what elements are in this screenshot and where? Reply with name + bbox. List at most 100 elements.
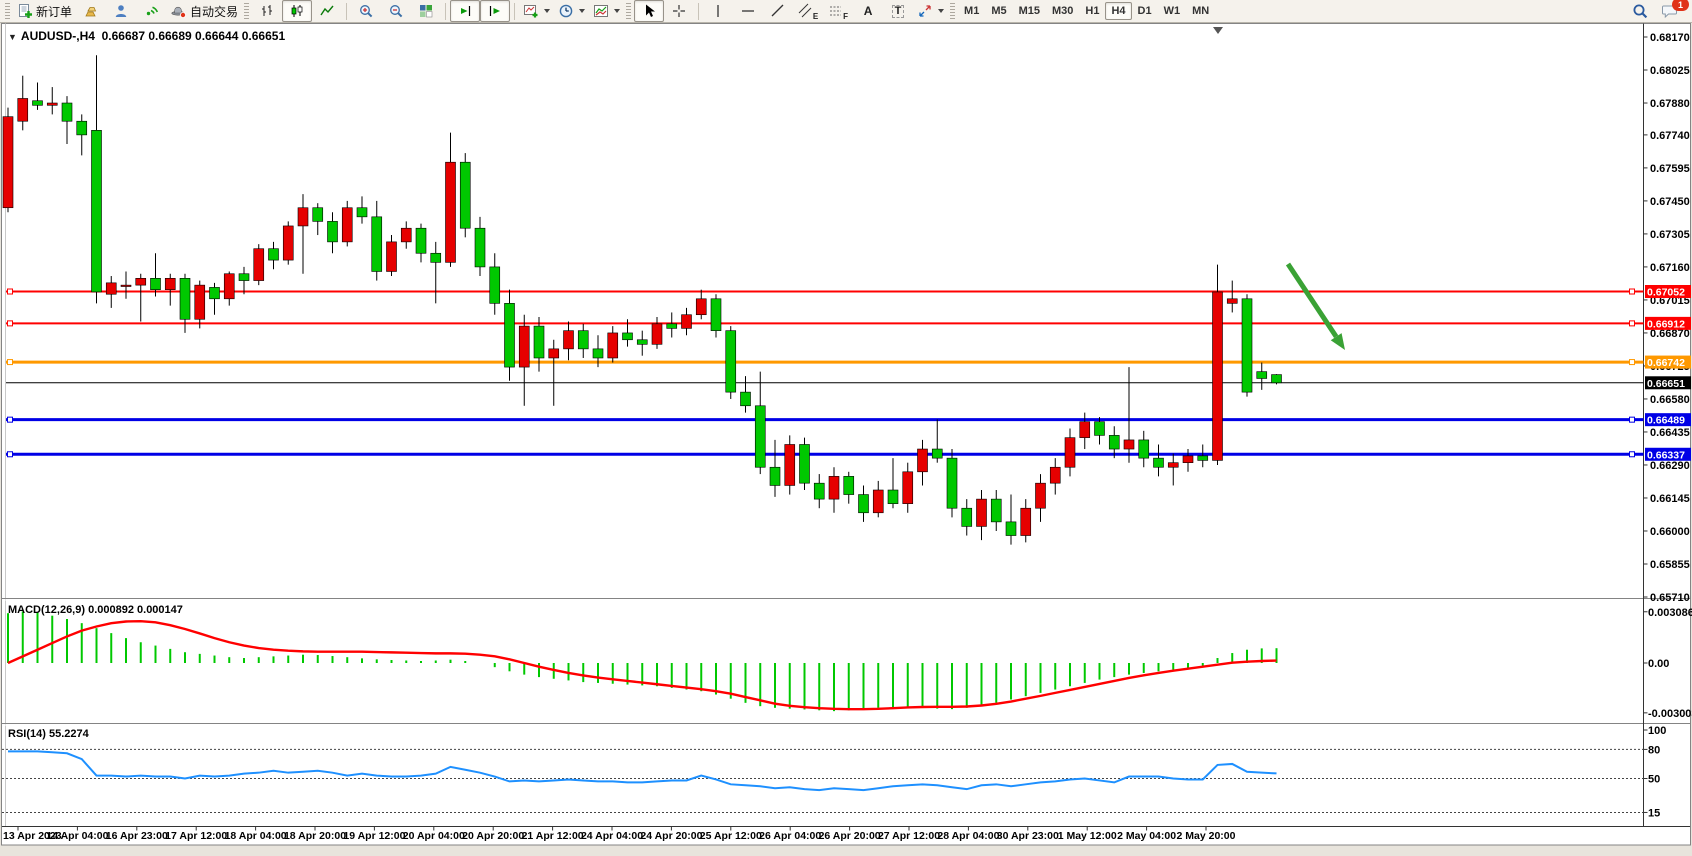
new-order-icon (19, 4, 32, 18)
hline-anchor-marker[interactable] (7, 359, 13, 366)
cursor-button[interactable] (634, 0, 665, 22)
trend-arrow-line[interactable] (1285, 262, 1339, 339)
candle-up (1020, 507, 1032, 536)
hline-anchor-marker[interactable] (1629, 320, 1635, 327)
chart-window-frame (1, 23, 1691, 846)
text-label-button[interactable]: T (883, 0, 913, 22)
time-tick-label: 28 Apr 04:00 (937, 830, 999, 842)
chart-shift-marker[interactable] (1213, 27, 1223, 34)
tf-m1-button[interactable]: M1 (964, 5, 980, 17)
indicators-button[interactable] (519, 0, 554, 22)
line-chart-button[interactable] (312, 0, 342, 22)
hline-anchor-marker[interactable] (7, 451, 13, 458)
time-tick-label: 21 Apr 12:00 (522, 830, 584, 842)
hline-anchor-marker[interactable] (1629, 416, 1635, 423)
candle-down (725, 330, 737, 393)
candle-down (91, 130, 102, 293)
search-button[interactable] (1625, 0, 1655, 22)
new-order-button[interactable]: 新订单 (13, 0, 76, 22)
templates-button[interactable] (589, 0, 624, 22)
time-tick-label: 20 Apr 04:00 (403, 830, 465, 842)
candle-down (268, 248, 279, 261)
candle-down (799, 444, 810, 484)
tf-w1-button[interactable]: W1 (1163, 5, 1181, 17)
hline-anchor-marker[interactable] (7, 288, 13, 295)
tf-h1-button[interactable]: H1 (1085, 5, 1100, 17)
candle-down (1108, 435, 1120, 450)
tile-windows-button[interactable] (411, 0, 441, 22)
candle-down (577, 330, 589, 350)
tile-windows-icon (420, 5, 433, 18)
candle-down (1241, 298, 1253, 393)
price-tick-label: 0.65855 (1650, 559, 1690, 571)
time-tick-label: 20 Apr 20:00 (462, 830, 524, 842)
equidistant-channel-button[interactable]: E (793, 0, 823, 22)
tf-h4-button[interactable]: H4 (1105, 2, 1132, 20)
arrows-icon (919, 5, 931, 17)
candle-down (931, 448, 943, 459)
profile-person-icon (115, 5, 127, 17)
tf-m5-button[interactable]: M5 (991, 5, 1007, 17)
tf-d1-button[interactable]: D1 (1137, 5, 1152, 17)
arrows-button[interactable] (913, 0, 948, 22)
autotrading-button[interactable]: 自动交易 (166, 0, 242, 22)
chart-collapse-icon[interactable]: ▼ (8, 32, 17, 42)
hline-anchor-marker[interactable] (1629, 288, 1635, 295)
signals-button[interactable] (136, 0, 166, 22)
cursor-arrow-icon (646, 4, 656, 17)
autoscroll-button[interactable] (450, 0, 481, 22)
chart-shift-button[interactable] (480, 0, 511, 22)
candle-down (1138, 439, 1150, 459)
bar-chart-button[interactable] (252, 0, 282, 22)
profile-button[interactable] (106, 0, 136, 22)
candle-down (1005, 521, 1017, 536)
zoom-out-button[interactable] (381, 0, 411, 22)
horizontal-line-button[interactable] (733, 0, 763, 22)
notifications-button[interactable]: 1 (1655, 0, 1689, 22)
price-tick-label: 0.66290 (1650, 460, 1690, 472)
trend-arrow-head[interactable] (1330, 333, 1345, 350)
candle-up (2, 116, 14, 209)
hline-anchor-marker[interactable] (7, 320, 13, 327)
candle-down (504, 303, 515, 368)
text-icon: A (863, 4, 873, 18)
tf-m30-button[interactable]: M30 (1052, 5, 1074, 17)
vertical-line-button[interactable] (703, 0, 733, 22)
candle-down (61, 102, 73, 122)
price-tick-label: 0.66870 (1650, 328, 1690, 340)
candle-up (445, 161, 456, 263)
tf-mn-button[interactable]: MN (1192, 5, 1210, 17)
metaeditor-button[interactable] (76, 0, 106, 22)
trendline-button[interactable] (763, 0, 793, 22)
candle-up (548, 348, 560, 359)
text-label-icon: T (891, 4, 905, 18)
templates-icon (594, 5, 609, 17)
macd-signal-line (7, 619, 1277, 711)
candle-up (695, 298, 707, 316)
fibonacci-button[interactable]: F (823, 0, 853, 22)
candle-up (1182, 455, 1194, 463)
text-button[interactable]: A (853, 0, 883, 22)
hline-anchor-marker[interactable] (1629, 359, 1635, 366)
candlestick-chart-button[interactable] (282, 0, 313, 22)
periods-clock-icon (559, 4, 573, 18)
gold-ingot-icon (85, 7, 97, 17)
channel-icon (798, 3, 812, 18)
zoom-out-icon (390, 5, 403, 18)
hline-anchor-marker[interactable] (7, 416, 13, 423)
zoom-in-button[interactable] (351, 0, 381, 22)
chart-shift-icon (489, 6, 501, 16)
candle-up (223, 273, 235, 300)
periods-button[interactable] (554, 0, 589, 22)
hline-anchor-marker[interactable] (1629, 451, 1635, 458)
candle-up (194, 284, 206, 320)
candle-up (46, 102, 58, 106)
timeframe-group: M1 M5 M15 M30 H1 H4 D1 W1 MN (958, 2, 1215, 20)
price-tag (1645, 376, 1691, 390)
tf-m15-button[interactable]: M15 (1018, 5, 1040, 17)
price-tag (1645, 355, 1691, 369)
candle-down (1256, 371, 1268, 379)
crosshair-button[interactable] (664, 0, 694, 22)
candle-down (887, 489, 899, 504)
